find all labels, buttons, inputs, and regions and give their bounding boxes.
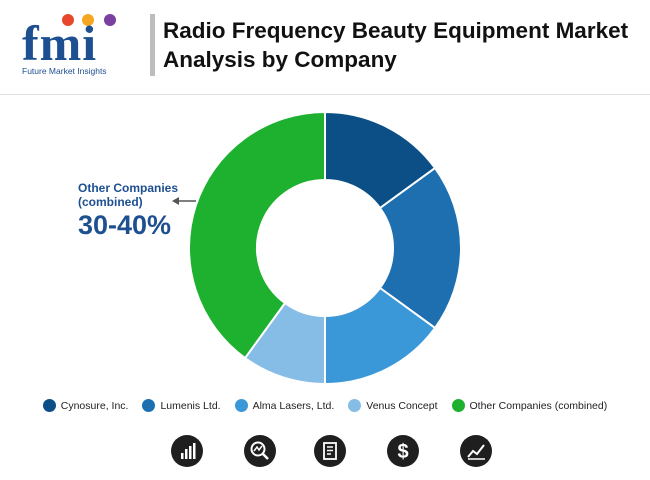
legend-label: Cynosure, Inc.: [60, 399, 129, 412]
legend-swatch: [42, 399, 56, 412]
legend-swatch: [451, 399, 465, 412]
magnifier-chart-icon: [244, 435, 276, 467]
legend-swatch: [234, 399, 248, 412]
callout: Other Companies (combined) 30-40%: [78, 181, 198, 241]
chart-legend: Cynosure, Inc. Lumenis Ltd. Alma Lasers, L…: [0, 399, 650, 412]
legend-swatch: [348, 399, 362, 412]
icon-row: $: [0, 435, 650, 469]
logo-dot-red: [62, 14, 74, 26]
legend-item: Lumenis Ltd.: [142, 399, 221, 412]
legend-item: Alma Lasers, Ltd.: [234, 399, 335, 412]
legend-swatch: [142, 399, 156, 412]
legend-label: Alma Lasers, Ltd.: [252, 399, 335, 412]
report-document-icon: [314, 435, 346, 467]
header-rule: [0, 94, 650, 95]
callout-label: Other Companies (combined): [78, 181, 179, 209]
header: fmi Future Market Insights Radio Frequen…: [0, 0, 650, 92]
logo-tagline: Future Market Insights: [22, 66, 107, 76]
donut-slice-other-companies-combined: [188, 110, 326, 360]
legend-item: Other Companies (combined): [451, 399, 608, 412]
line-chart-icon: [460, 435, 492, 467]
callout-value: 30-40%: [78, 210, 172, 240]
legend-label: Lumenis Ltd.: [160, 399, 221, 412]
bar-chart-icon: [171, 435, 203, 467]
logo-dot-purple: [104, 14, 116, 26]
legend-item: Venus Concept: [348, 399, 438, 412]
dollar-icon: $: [387, 435, 419, 467]
logo-dot-orange: [82, 14, 94, 26]
callout-arrow-head: [172, 197, 179, 205]
header-divider: [150, 14, 155, 76]
legend-label: Venus Concept: [366, 399, 438, 412]
donut-slice-lumenis-ltd: [378, 166, 462, 330]
legend-item: Cynosure, Inc.: [42, 399, 129, 412]
logo-letters: fmi: [22, 15, 98, 71]
fmi-logo: fmi Future Market Insights: [22, 10, 134, 80]
svg-text:$: $: [397, 441, 408, 463]
legend-label: Other Companies (combined): [469, 399, 608, 412]
page-title: Radio Frequency Beauty Equipment Market …: [163, 18, 629, 72]
